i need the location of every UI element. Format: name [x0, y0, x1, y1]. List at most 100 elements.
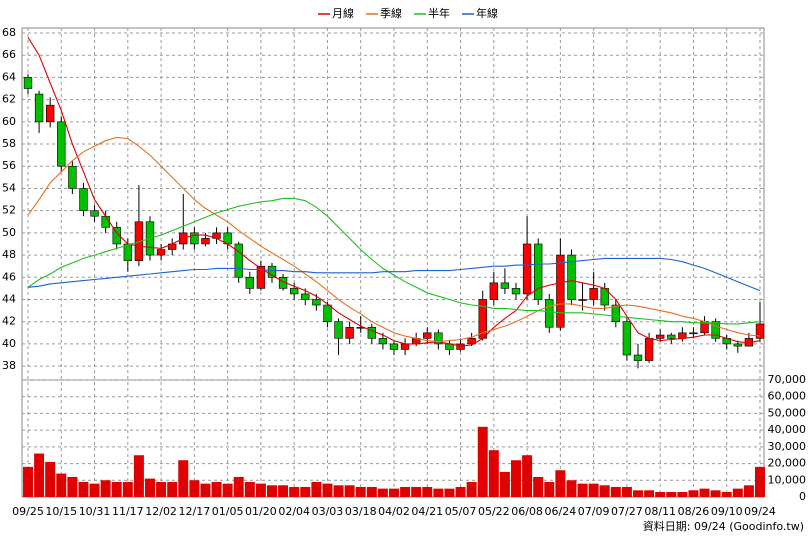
candle-body [312, 299, 321, 306]
candle-body [289, 288, 299, 295]
candle-body [556, 254, 565, 328]
candle-body [389, 343, 399, 350]
candle-body [201, 238, 210, 245]
x-tick-label: 12/02 [145, 505, 177, 518]
volume-bar [300, 486, 311, 497]
y2-tick-label: 0 [799, 490, 806, 503]
volume-bar [267, 485, 277, 497]
candle-body [545, 299, 554, 328]
candle-body [234, 243, 243, 278]
volume-bar [699, 488, 710, 497]
candle-body [245, 276, 255, 289]
volume-bar [444, 488, 455, 497]
legend-label: 季線 [380, 6, 402, 20]
y-tick-label: 38 [2, 359, 16, 372]
volume-bar [433, 488, 444, 497]
x-tick-label: 12/17 [179, 505, 211, 518]
volume-bar [111, 481, 122, 497]
x-tick-label: 04/02 [378, 505, 410, 518]
volume-bar [377, 488, 388, 497]
candle-body [423, 332, 432, 339]
candle-body [45, 104, 55, 123]
volume-bar [488, 450, 499, 497]
volume-bar [89, 483, 100, 497]
volume-bar [533, 476, 544, 497]
volume-bar [588, 483, 599, 497]
x-tick-label: 06/24 [545, 505, 577, 518]
volume-bar [743, 485, 754, 497]
candle-body [655, 334, 665, 339]
candle-body [378, 338, 388, 345]
candle-body [256, 265, 266, 289]
y-tick-label: 40 [2, 337, 16, 350]
y-tick-label: 50 [2, 226, 16, 239]
moving-average-line [27, 197, 761, 325]
x-tick-label: 10/15 [45, 505, 77, 518]
moving-average-line [27, 136, 761, 343]
volume-bar [522, 455, 533, 497]
candle-body [367, 326, 377, 339]
volume-bar [366, 486, 377, 497]
candle-body [755, 323, 765, 339]
volume-bar [56, 473, 67, 497]
candle-body [156, 249, 166, 256]
volume-bar [599, 485, 610, 497]
candle-body [434, 332, 443, 345]
volume-bar [755, 466, 765, 497]
x-tick-label: 01/20 [245, 505, 277, 518]
candle-body [589, 288, 598, 300]
volume-bar [422, 486, 433, 497]
volume-bar [200, 483, 211, 497]
moving-average-line [27, 257, 761, 292]
volume-bar [644, 490, 655, 497]
volume-bar [311, 481, 322, 497]
volume-bar [222, 483, 233, 497]
volume-bar [23, 466, 33, 497]
y-tick-label: 60 [2, 115, 16, 128]
volume-bar [255, 483, 266, 497]
x-tick-label: 08/26 [678, 505, 710, 518]
volume-bar [555, 470, 566, 497]
candle-body [689, 332, 698, 335]
candle-body [34, 93, 44, 123]
y2-tick-label: 40,000 [768, 423, 807, 436]
volume-bar [211, 481, 222, 497]
volume-bar [688, 490, 699, 497]
y-tick-label: 52 [2, 204, 16, 217]
candle-body [733, 343, 742, 347]
y-tick-label: 42 [2, 315, 16, 328]
x-tick-label: 09/10 [711, 505, 743, 518]
x-tick-label: 07/09 [578, 505, 610, 518]
candle-body [711, 321, 720, 339]
y2-tick-label: 30,000 [768, 440, 807, 453]
volume-bar [499, 471, 510, 497]
footer: 資料日期: 09/24 (Goodinfo.tw) [643, 519, 804, 533]
volume-bar [244, 481, 255, 497]
y2-tick-label: 60,000 [768, 390, 807, 403]
volume-bar [67, 476, 78, 497]
candle-body [622, 321, 632, 356]
y2-tick-label: 50,000 [768, 406, 807, 419]
candle-body [267, 265, 277, 278]
volume-bar [721, 491, 732, 497]
legend-label: 月線 [332, 6, 354, 20]
x-tick-label: 11/17 [112, 505, 144, 518]
volume-bar [322, 483, 333, 497]
y-tick-label: 64 [2, 70, 16, 83]
candle-body [68, 165, 77, 189]
volume-bar [477, 426, 488, 497]
volume-bar [732, 488, 743, 497]
volume-bar [167, 481, 178, 497]
candle-body [567, 254, 576, 300]
volume-bar [178, 460, 189, 497]
volume-bar [78, 481, 89, 497]
x-tick-label: 09/25 [12, 505, 44, 518]
legend-label: 年線 [476, 6, 498, 20]
moving-average-line [27, 37, 761, 347]
volume-bar [45, 461, 56, 497]
y-tick-label: 44 [2, 292, 16, 305]
volume-bar [100, 480, 111, 497]
y-tick-label: 68 [2, 26, 16, 39]
candle-body [511, 288, 521, 295]
volume-bar [156, 481, 167, 497]
